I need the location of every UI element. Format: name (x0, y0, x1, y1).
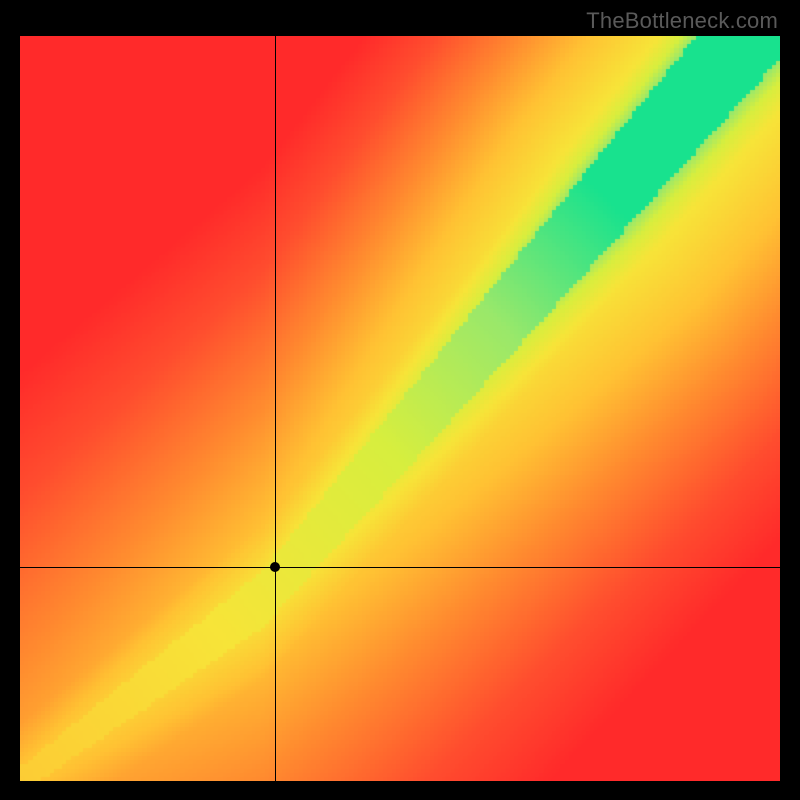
plot-area (20, 36, 780, 781)
crosshair-vertical (275, 36, 276, 781)
watermark-text: TheBottleneck.com (586, 8, 778, 34)
crosshair-horizontal (20, 567, 780, 568)
bottleneck-heatmap (20, 36, 780, 781)
marker-dot (270, 562, 280, 572)
